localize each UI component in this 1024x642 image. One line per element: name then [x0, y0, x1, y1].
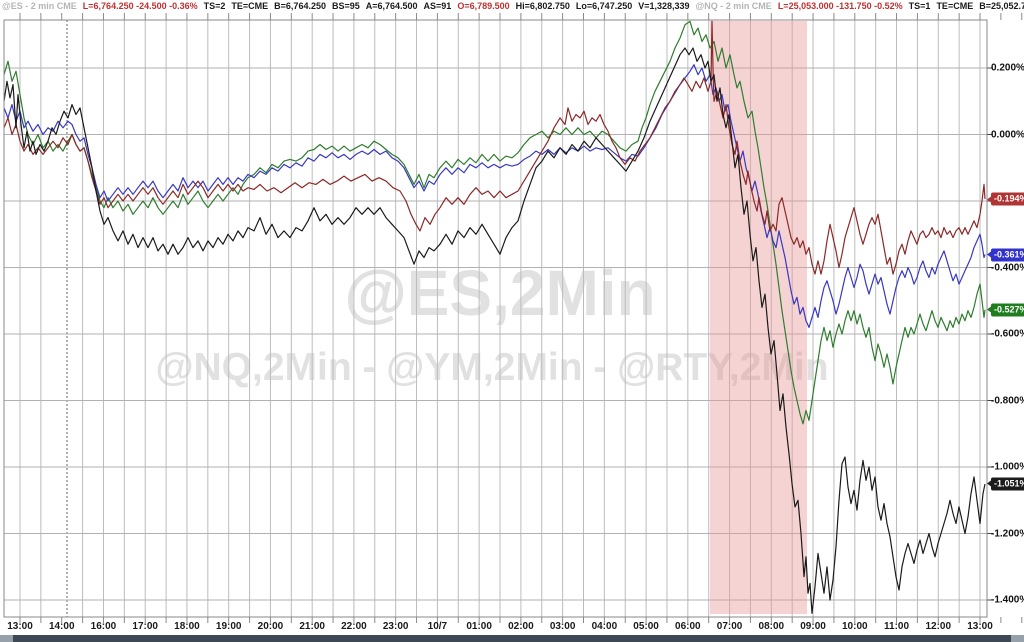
quote-segment: V=1,328,339 — [638, 1, 690, 11]
time-label: 23:00 — [382, 621, 409, 632]
quote-segment: TS=1 — [908, 1, 931, 11]
quote-segment: Hi=6,802.750 — [515, 1, 570, 11]
quote-segment: L=25,053.000 -131.750 -0.52% — [777, 1, 903, 11]
last-price-badge: -0.527% — [987, 303, 1024, 317]
y-axis-label: 0.200% — [991, 62, 1024, 74]
series-ym2min — [3, 20, 986, 275]
quote-segment: @NQ - 2 min CME — [695, 1, 772, 11]
scrollbar-right-button[interactable] — [1011, 635, 1024, 642]
quote-segment: B=6,764.250 — [274, 1, 326, 11]
y-axis-label: -1.400% — [991, 594, 1024, 606]
gridlines — [4, 13, 1023, 623]
time-label: 07:00 — [716, 621, 743, 632]
time-label: 22:00 — [341, 621, 367, 632]
quote-segment: B=25,052.750 — [979, 1, 1024, 11]
quote-segment: TE=CME — [231, 1, 269, 11]
last-price-badge: -1.051% — [987, 477, 1024, 491]
plot-frame — [3, 19, 988, 618]
y-axis-label: -0.600% — [991, 328, 1024, 340]
time-label: 20:00 — [257, 621, 284, 632]
time-label: 21:00 — [299, 621, 325, 632]
quote-segment: TE=CME — [936, 1, 974, 11]
series-nq2min — [3, 20, 986, 425]
time-label: 19:00 — [215, 621, 242, 632]
time-label: 11:00 — [884, 621, 910, 632]
watermark-compare-symbols: @NQ,2Min - @YM,2Min - @RTY,2Min — [155, 346, 828, 389]
time-label: 06:00 — [675, 621, 701, 632]
time-label: 10:00 — [842, 621, 868, 632]
y-axis-label: -0.800% — [991, 395, 1024, 406]
last-price-badge: -0.361% — [987, 248, 1024, 262]
time-label: 02:00 — [508, 621, 534, 632]
time-label: 10/7 — [427, 621, 448, 632]
quote-segment: L=6,764.250 -24.500 -0.36% — [82, 1, 198, 11]
quote-segment: TS=2 — [203, 1, 226, 11]
time-label: 03:00 — [549, 621, 576, 632]
y-axis-label: -0.400% — [991, 262, 1024, 273]
time-label: 12:00 — [925, 621, 952, 632]
price-series — [3, 20, 986, 614]
y-axis-label: -1.000% — [991, 461, 1024, 473]
highlight-region — [710, 21, 807, 614]
y-axis-label: -1.200% — [991, 528, 1024, 539]
quote-segment: @ES - 2 min CME — [2, 1, 77, 11]
quote-segment: O=6,789.500 — [457, 1, 510, 11]
series-rty2min — [3, 47, 986, 614]
time-label: 17:00 — [132, 621, 158, 632]
quote-header: @ES - 2 min CME L=6,764.250 -24.500 -0.36… — [2, 0, 1024, 13]
time-label: 08:00 — [758, 621, 785, 632]
quote-segment: A=6,764.500 — [365, 1, 418, 11]
quote-segment: Lo=6,747.250 — [575, 1, 633, 11]
scrollbar-left-button[interactable] — [0, 635, 13, 642]
time-label: 18:00 — [174, 621, 200, 632]
time-label: 04:00 — [591, 621, 618, 632]
quote-segment: AS=91 — [423, 1, 452, 11]
y-axis-label: 0.000% — [991, 129, 1024, 140]
time-label: 01:00 — [466, 621, 492, 632]
time-label: 09:00 — [800, 621, 826, 632]
badge-arrow-icon — [987, 196, 991, 202]
quote-segment: BS=95 — [331, 1, 360, 11]
badge-arrow-icon — [987, 251, 991, 258]
badge-arrow-icon — [987, 480, 991, 487]
time-label: 14:00 — [48, 621, 75, 632]
watermark: @ES,2Min @NQ,2Min - @YM,2Min - @RTY,2Min — [155, 257, 828, 389]
time-label: 13:00 — [7, 621, 33, 632]
event-highlight-band — [710, 21, 807, 614]
time-label: 16:00 — [90, 621, 117, 632]
bottom-scrollbar[interactable] — [0, 635, 1024, 642]
time-label: 05:00 — [633, 621, 659, 632]
time-label: 13:00 — [967, 621, 993, 632]
last-price-badge: -0.194% — [987, 192, 1024, 206]
badge-arrow-icon — [987, 306, 991, 313]
